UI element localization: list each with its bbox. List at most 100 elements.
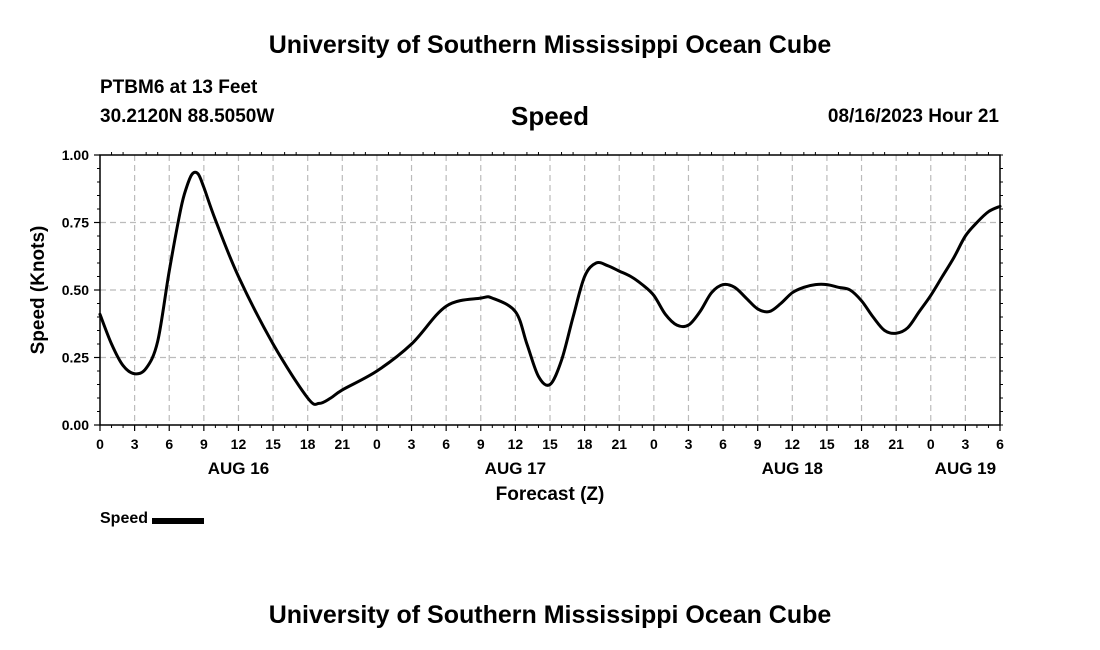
x-tick-label: 6	[996, 436, 1004, 452]
speed-data-point	[99, 313, 101, 316]
x-tick-label: 9	[477, 436, 485, 452]
chart-axes: 0.00 0.25 0.50 0.75 1.00 0 3 6 9 12 15 18 21 0 3 6 9 12 15…	[62, 147, 1004, 478]
speed-data-point	[618, 270, 621, 272]
station-label: PTBM6 at 13 Feet	[100, 77, 258, 98]
speed-data-point	[514, 310, 517, 313]
x-tick-label: 0	[373, 436, 381, 452]
speed-data-point	[156, 340, 159, 343]
speed-data-point	[987, 210, 990, 213]
x-tick-label: 21	[611, 436, 627, 452]
speed-data-point	[641, 283, 644, 286]
speed-data-point	[329, 397, 332, 399]
x-tick-label: 0	[96, 436, 104, 452]
speed-data-point	[606, 264, 609, 267]
chart-title: Speed	[510, 101, 590, 131]
x-tick-label: 6	[165, 436, 173, 452]
speed-data-point	[941, 275, 944, 278]
speed-data-point	[272, 343, 274, 345]
x-tick-label: 12	[231, 436, 247, 452]
speed-data-point	[110, 343, 113, 345]
speed-data-point	[629, 275, 632, 278]
x-tick-label: 3	[961, 436, 969, 452]
footer-title: University of Southern Mississippi Ocean…	[268, 601, 832, 629]
speed-data-point	[653, 294, 655, 297]
speed-data-point	[999, 205, 1001, 208]
x-tick-label: 15	[542, 436, 558, 452]
speed-data-point	[203, 186, 205, 189]
series-layer	[98, 170, 1002, 406]
speed-data-point	[410, 343, 413, 345]
speed-data-point	[906, 327, 909, 329]
x-tick-label: 9	[200, 436, 208, 452]
speed-data-point	[687, 324, 690, 326]
speed-data-point	[883, 329, 886, 332]
speed-data-point	[237, 275, 240, 278]
speed-data-point	[145, 367, 147, 370]
speed-data-point	[122, 364, 124, 367]
speed-data-point	[676, 324, 678, 326]
x-tick-label: 0	[650, 436, 658, 452]
speed-data-point	[306, 397, 309, 399]
y-tick-label: 0.00	[62, 417, 89, 433]
x-tick-label: 21	[888, 436, 904, 452]
speed-data-point	[733, 286, 736, 289]
speed-data-point	[185, 186, 188, 189]
x-tick-label: 12	[785, 436, 801, 452]
speed-data-point	[572, 316, 574, 318]
x-tick-label: 21	[335, 436, 351, 452]
x-tick-label: 15	[265, 436, 281, 452]
x-tick-label: 12	[508, 436, 524, 452]
speed-data-point	[837, 286, 840, 289]
x-tick-label: 15	[819, 436, 835, 452]
legend-label: Speed	[100, 510, 149, 527]
x-tick-label: 6	[719, 436, 727, 452]
speed-data-point	[964, 235, 967, 237]
speed-data-point	[895, 332, 897, 335]
x-tick-label: 18	[577, 436, 593, 452]
station-coordinates: 30.2120N 88.5050W	[100, 106, 275, 127]
page-title: University of Southern Mississippi Ocean…	[268, 31, 832, 59]
x-date-label: AUG 18	[762, 459, 823, 478]
speed-data-point	[872, 316, 874, 318]
x-tick-label: 0	[927, 436, 935, 452]
speed-data-point	[826, 283, 828, 286]
legend: Speed	[100, 510, 205, 528]
speed-data-point	[526, 343, 528, 345]
speed-data-point	[849, 289, 851, 291]
speed-data-point	[537, 375, 540, 378]
legend-swatch	[152, 517, 205, 524]
speed-data-point	[197, 173, 199, 175]
speed-data-point	[779, 302, 782, 305]
x-date-label: AUG 17	[485, 459, 546, 478]
forecast-datetime: 08/16/2023 Hour 21	[827, 106, 999, 127]
speed-data-point	[745, 297, 747, 299]
x-date-label: AUG 16	[208, 459, 269, 478]
speed-data-point	[710, 291, 713, 294]
speed-data-point	[560, 359, 563, 362]
speed-data-point	[918, 310, 921, 313]
x-tick-label: 3	[131, 436, 139, 452]
x-date-label: AUG 19	[935, 459, 996, 478]
speed-data-point	[976, 221, 978, 224]
speed-data-point	[768, 310, 771, 313]
y-tick-label: 1.00	[62, 147, 89, 163]
speed-data-point	[791, 291, 794, 294]
speed-data-point	[491, 297, 494, 299]
speed-data-point	[756, 308, 759, 310]
x-tick-label: 18	[854, 436, 870, 452]
speed-data-point	[191, 173, 194, 175]
speed-data-point	[583, 275, 586, 278]
speed-data-point	[860, 300, 863, 302]
speed-data-point	[664, 313, 667, 316]
y-axis-label: Speed (Knots)	[28, 226, 49, 355]
speed-data-point	[168, 270, 171, 272]
x-axis-label: Forecast (Z)	[496, 484, 605, 505]
speed-data-point	[549, 383, 551, 386]
speed-data-point	[214, 219, 217, 221]
speed-data-point	[318, 402, 321, 405]
speed-data-point	[929, 294, 932, 297]
speed-data-point	[814, 283, 817, 286]
y-tick-label: 0.50	[62, 282, 89, 298]
y-tick-label: 0.75	[62, 215, 89, 231]
speed-data-point	[595, 262, 597, 264]
